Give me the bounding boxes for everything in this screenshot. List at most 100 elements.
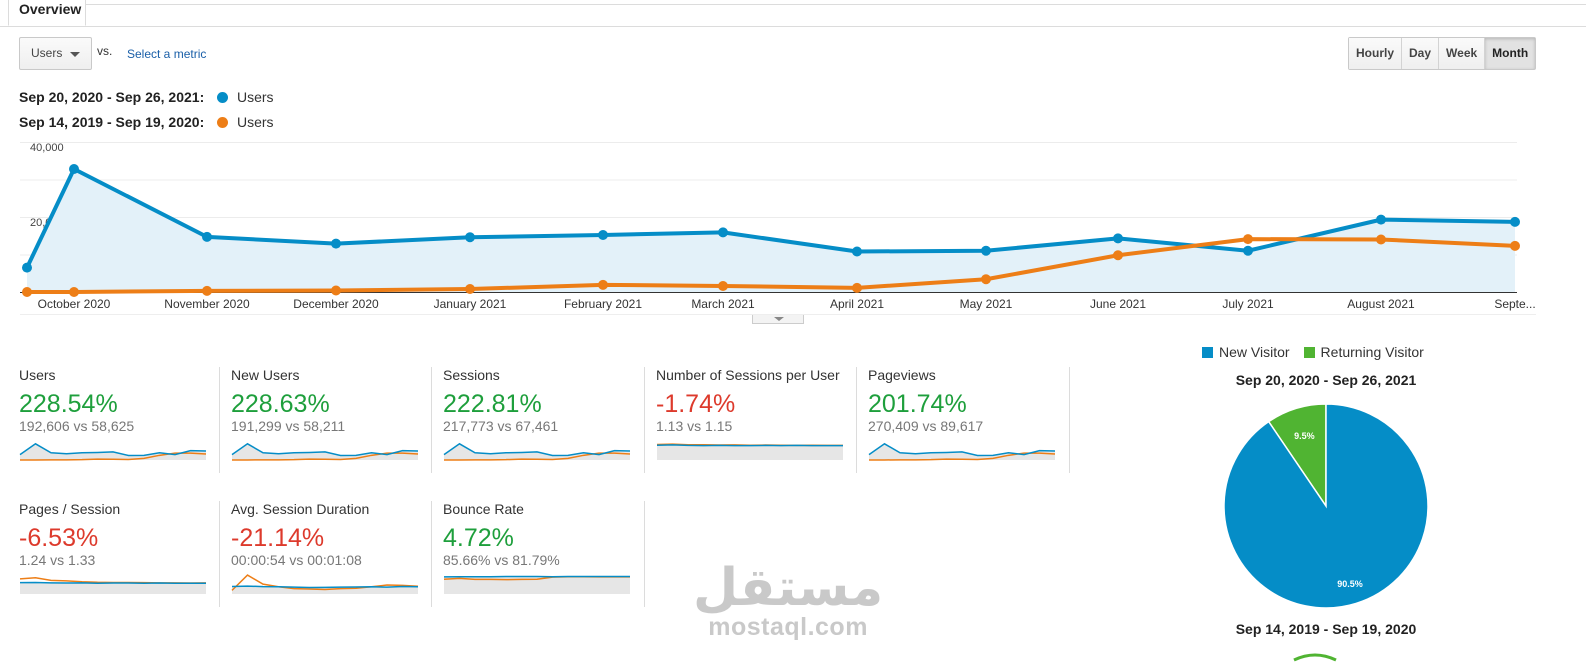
scorecard-percent-change: -6.53% (19, 524, 99, 552)
previous-series-point[interactable] (598, 279, 608, 290)
current-series-point[interactable] (465, 232, 475, 243)
sparkline-current (231, 442, 419, 457)
x-tick-label: May 2021 (960, 297, 1013, 311)
previous-series-point[interactable] (1376, 234, 1386, 245)
week-button[interactable]: Week (1438, 38, 1485, 69)
previous-series-point[interactable] (22, 287, 32, 297)
sparkline-current (19, 442, 207, 457)
scorecard-comparison: 85.66% vs 81.79% (443, 552, 560, 568)
current-range-label: Sep 20, 2020 - Sep 26, 2021: (19, 89, 205, 105)
scorecard-percent-change: 228.54% (19, 390, 118, 418)
scorecard-percent-change: -21.14% (231, 524, 325, 552)
scorecard-divider (219, 367, 220, 473)
scorecard[interactable]: Bounce Rate 4.72% 85.66% vs 81.79% (443, 501, 643, 596)
current-series-point[interactable] (1376, 214, 1386, 225)
previous-series-point[interactable] (465, 284, 475, 294)
sparkline-previous (232, 452, 419, 461)
previous-series-point[interactable] (331, 285, 341, 296)
day-button[interactable]: Day (1401, 38, 1439, 69)
x-tick-label: February 2021 (564, 297, 642, 311)
current-series-point[interactable] (22, 262, 32, 273)
sparkline-current (656, 444, 843, 447)
current-series-point[interactable] (1510, 216, 1520, 227)
previous-series-point[interactable] (202, 285, 212, 296)
visitor-pie-chart: 9.5% 90.5% (1223, 403, 1429, 609)
scorecard-divider (219, 501, 220, 607)
scorecard-comparison: 192,606 vs 58,625 (19, 418, 135, 434)
previous-pie-chart-edge (1293, 653, 1337, 662)
scorecard[interactable]: New Users 228.63% 191,299 vs 58,211 (231, 367, 431, 462)
chevron-down-icon (70, 52, 80, 57)
chart-collapse-handle[interactable] (752, 315, 804, 324)
previous-series-point[interactable] (981, 274, 991, 285)
scorecard[interactable]: Pages / Session -6.53% 1.24 vs 1.33 (19, 501, 219, 596)
sparkline-current (19, 581, 206, 584)
scorecard-percent-change: 4.72% (443, 524, 514, 552)
sparkline-area (657, 444, 843, 460)
scorecard-divider (431, 501, 432, 607)
sparkline-previous (20, 452, 207, 461)
pie-slice-label: 9.5% (1294, 431, 1315, 441)
previous-series-point[interactable] (1243, 234, 1253, 245)
scorecard-comparison: 270,409 vs 89,617 (868, 418, 984, 434)
scorecard-metric-name: Bounce Rate (443, 501, 524, 517)
granularity-toggle: Hourly Day Week Month (1348, 37, 1537, 70)
previous-series-point[interactable] (1113, 250, 1123, 261)
new-visitor-swatch (1202, 346, 1213, 358)
scorecard-divider (431, 367, 432, 473)
scorecard-percent-change: 222.81% (443, 390, 542, 418)
scorecard[interactable]: Pageviews 201.74% 270,409 vs 89,617 (868, 367, 1068, 462)
current-series-area (27, 169, 1515, 292)
scorecard-sparkline (19, 442, 207, 461)
current-series-point[interactable] (1243, 245, 1253, 256)
watermark: مستقل mostaql.com (693, 560, 883, 640)
scorecard-sparkline (19, 577, 207, 594)
scorecard-sparkline (231, 574, 419, 594)
previous-series-point[interactable] (718, 281, 728, 291)
current-series-point[interactable] (718, 227, 728, 238)
pie-legend: New Visitor Returning Visitor (1202, 344, 1424, 360)
metric-dropdown[interactable]: Users (19, 37, 92, 70)
previous-series-dot (217, 116, 228, 128)
sparkline-area (444, 576, 630, 594)
scorecard[interactable]: Sessions 222.81% 217,773 vs 67,461 (443, 367, 643, 462)
tab-bar-line (86, 4, 1586, 5)
current-series-point[interactable] (598, 230, 608, 240)
pie-legend-returning-visitor: Returning Visitor (1320, 344, 1424, 360)
x-tick-label: August 2021 (1347, 297, 1415, 311)
sparkline-area (20, 582, 206, 594)
current-series-dot (217, 91, 228, 103)
scorecard[interactable]: Number of Sessions per User -1.74% 1.13 vs… (656, 367, 856, 462)
scorecard-metric-name: Number of Sessions per User (656, 367, 840, 383)
scorecard-percent-change: 228.63% (231, 390, 330, 418)
pie-slice-new-visitor[interactable] (1223, 403, 1429, 609)
scorecard-sparkline (656, 443, 843, 460)
x-tick-label: Septe... (1494, 297, 1535, 311)
scorecard-metric-name: New Users (231, 367, 300, 383)
scorecard-percent-change: -1.74% (656, 390, 736, 418)
scorecard[interactable]: Users 228.54% 192,606 vs 58,625 (19, 367, 219, 462)
x-tick-label: March 2021 (691, 297, 755, 311)
scorecard-sparkline (443, 575, 630, 594)
scorecard-comparison: 1.13 vs 1.15 (656, 418, 733, 434)
previous-series-point[interactable] (852, 282, 862, 293)
scorecard-sparkline (443, 442, 631, 461)
hourly-button[interactable]: Hourly (1349, 38, 1402, 69)
metric-dropdown-label: Users (31, 46, 63, 60)
previous-series-point[interactable] (69, 287, 79, 297)
previous-series-point[interactable] (1510, 240, 1520, 251)
scorecard-comparison: 191,299 vs 58,211 (231, 418, 346, 434)
select-metric-link[interactable]: Select a metric (127, 47, 207, 61)
scorecard[interactable]: Avg. Session Duration -21.14% 00:00:54 vs … (231, 501, 431, 596)
y-tick-label: 40,000 (30, 142, 64, 154)
current-series-point[interactable] (1113, 233, 1123, 244)
month-button[interactable]: Month (1484, 38, 1536, 69)
tab-overview[interactable]: Overview (8, 0, 86, 26)
current-series-point[interactable] (331, 238, 341, 249)
current-series-point[interactable] (202, 231, 212, 242)
x-tick-label: July 2021 (1222, 297, 1274, 311)
current-series-point[interactable] (852, 246, 862, 257)
current-series-point[interactable] (69, 164, 79, 174)
tab-bar: Overview (0, 0, 1586, 27)
current-series-point[interactable] (981, 245, 991, 256)
